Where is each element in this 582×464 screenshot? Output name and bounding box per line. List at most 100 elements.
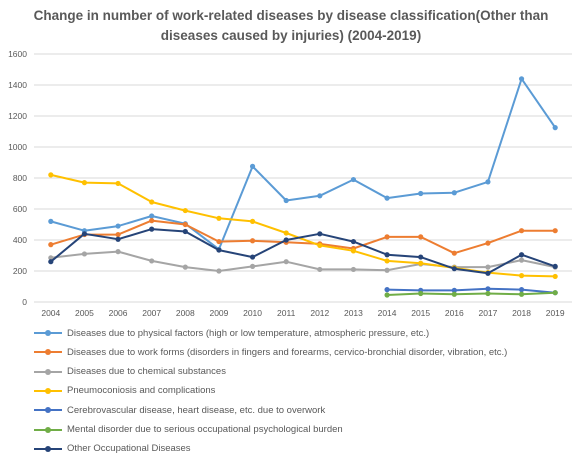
data-point [249,238,256,244]
legend-swatch [34,347,62,357]
data-point [81,231,88,237]
data-point [384,292,390,298]
data-point [48,255,54,261]
data-point [249,263,256,269]
data-point [249,254,256,260]
x-tick-label: 2012 [310,308,329,318]
data-point [350,248,357,254]
data-point [451,266,457,272]
data-point [48,172,54,178]
legend-item: Diseases due to chemical substances [34,365,226,379]
legend-label: Diseases due to work forms (disorders in… [67,346,508,358]
series-line [50,219,556,255]
data-point [48,218,54,224]
chart-title-line-1: Change in number of work-related disease… [33,8,549,23]
legend-swatch [34,405,62,415]
x-tick-label: 2004 [41,308,60,318]
data-point [182,228,188,235]
data-point [552,290,558,296]
data-point [216,238,222,245]
x-tick-label: 2006 [109,308,128,318]
x-tick-label: 2019 [546,308,565,318]
data-point [518,257,525,263]
legend-swatch [34,444,62,454]
x-tick-label: 2005 [75,308,94,318]
x-tick-label: 2007 [142,308,161,318]
legend-swatch [34,386,62,396]
data-point [451,287,457,293]
series-3 [48,172,558,280]
data-point [317,242,323,249]
series-line [387,291,556,296]
data-point [384,287,390,293]
x-tick-label: 2017 [478,308,497,318]
data-point [384,258,390,264]
data-point [249,218,256,224]
data-point [384,234,390,240]
data-point [552,263,558,269]
data-point [115,236,121,242]
data-point [384,267,390,273]
data-point [518,228,525,234]
data-point [485,290,491,297]
chart-title: Change in number of work-related disease… [30,6,552,46]
legend-label: Other Occupational Diseases [67,443,191,455]
data-point [552,273,558,280]
legend-item: Diseases due to physical factors (high o… [34,326,429,340]
x-tick-label: 2010 [243,308,262,318]
data-point [518,287,525,293]
series-5 [384,290,558,298]
legend-item: Other Occupational Diseases [34,442,191,456]
data-point [350,266,357,273]
data-point [81,251,88,257]
data-point [48,242,54,248]
series-line [50,173,556,278]
data-point [182,221,188,228]
series-line [50,250,556,272]
data-point [451,250,457,256]
data-point [518,76,525,82]
legend-swatch [34,328,62,338]
y-tick-label: 1400 [8,80,27,90]
data-point [317,266,323,273]
legend-item: Mental disorder due to serious occupatio… [34,423,343,437]
data-point [149,258,155,264]
data-point [518,291,525,297]
data-point [518,252,525,258]
data-point [451,291,457,297]
series-line [387,287,556,294]
data-point [283,259,289,265]
data-point [418,190,424,197]
data-point [216,268,222,274]
data-point [115,231,121,238]
data-point [384,195,390,201]
legend-label: Pneumoconiosis and complications [67,385,216,397]
data-point [149,226,155,232]
y-tick-label: 400 [13,235,27,245]
data-point [81,180,88,186]
data-point [350,238,357,245]
data-point [216,247,222,253]
legend-item: Diseases due to work forms (disorders in… [34,345,507,359]
x-tick-label: 2015 [411,308,430,318]
legend-item: Cerebrovascular disease, heart disease, … [34,403,325,417]
data-point [418,260,424,266]
data-point [283,230,289,236]
data-point [48,259,54,265]
data-point [115,223,121,229]
x-tick-label: 2008 [176,308,195,318]
y-tick-label: 800 [13,173,27,183]
data-point [149,218,155,224]
data-point [485,270,491,276]
y-tick-label: 1000 [8,142,27,152]
data-point [317,231,323,237]
data-point [485,264,491,270]
data-point [350,176,357,183]
series-2 [48,249,558,274]
data-point [485,179,491,185]
y-tick-label: 1200 [8,111,27,121]
y-tick-label: 200 [13,266,27,276]
data-point [115,180,121,187]
